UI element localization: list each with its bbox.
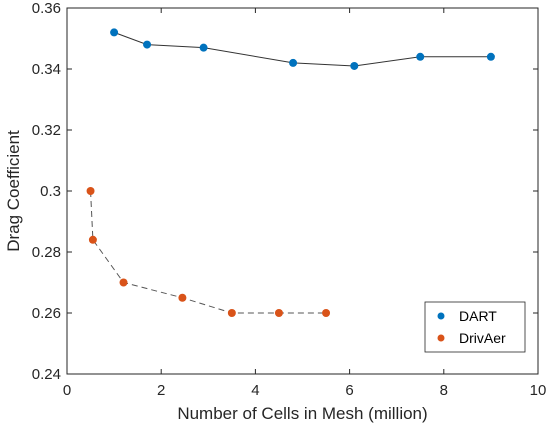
x-tick-label: 10 [530,382,547,399]
data-point-drivaer [86,187,95,195]
series-dart [110,28,495,70]
data-point-drivaer [274,309,283,317]
data-point-drivaer [88,235,97,244]
x-tick-label: 6 [345,382,353,399]
data-point-dart [143,40,152,49]
series-line-dart [113,31,491,67]
y-tick-label: 0.36 [32,0,61,17]
y-axis-label: Drag Coefficient [4,130,23,252]
x-tick-label: 8 [440,382,448,399]
series-layer [86,28,495,317]
data-point-drivaer [322,309,331,317]
y-tick-label: 0.24 [32,366,61,383]
x-tick-label: 4 [251,382,259,399]
y-tick-label: 0.32 [32,122,61,139]
data-point-dart [416,52,425,61]
legend: DART DrivAer [424,301,526,353]
data-point-dart [199,43,208,52]
data-point-drivaer [178,293,187,302]
legend-label-drivaer: DrivAer [459,330,506,346]
x-tick-label: 2 [157,382,165,399]
legend-marker-drivaer [437,334,445,342]
x-tick-label: 0 [63,382,71,399]
x-axis-label: Number of Cells in Mesh (million) [177,404,427,423]
axes: 0 2 4 6 8 10 0.24 0.26 0.28 0.3 0.32 0.34 0.36 [32,0,547,399]
data-point-drivaer [119,278,128,287]
data-point-dart [110,28,119,37]
y-tick-label: 0.34 [32,61,61,78]
legend-box [424,301,526,353]
y-tick-label: 0.3 [40,183,61,200]
series-drivaer [86,187,331,317]
data-point-drivaer [227,309,236,317]
y-tick-label: 0.28 [32,244,61,261]
data-point-dart [486,52,495,61]
legend-label-dart: DART [459,308,497,324]
series-line-drivaer [90,190,327,314]
legend-marker-dart [437,312,445,320]
y-tick-label: 0.26 [32,305,61,322]
data-point-dart [289,58,298,67]
data-point-dart [350,61,359,70]
